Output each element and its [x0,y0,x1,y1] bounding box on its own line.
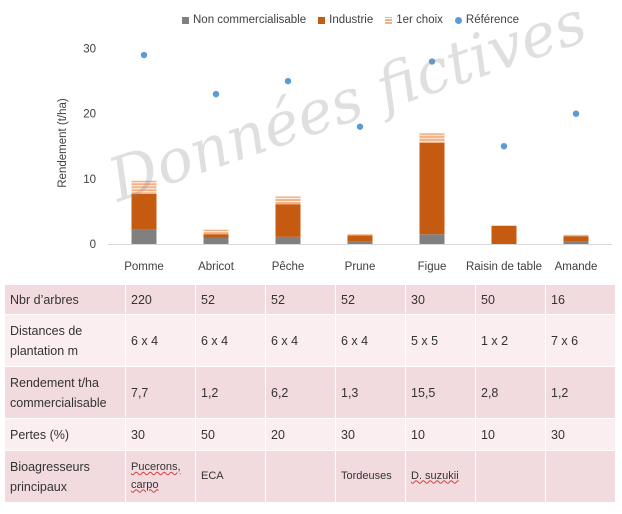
table-row: Pertes (%) 30 50 20 30 10 10 30 [4,418,616,451]
table-cell: 52 [195,284,266,315]
table-cell: 6 x 4 [125,314,196,367]
bar-segment [131,193,157,230]
table-cell: 6,2 [265,366,336,419]
legend-item-industrie: Industrie [318,14,373,26]
legend-item-non-commercialisable: Non commercialisable [182,14,306,26]
table-cell: 7,7 [125,366,196,419]
x-tick-label: Figue [418,261,447,273]
bar-segment [131,229,157,244]
yield-chart: Rendement (t/ha) 0 10 20 30 Pomme Abricot Pêche… [57,14,612,273]
legend-swatch-orange [318,16,326,24]
chart-legend: Non commercialisable Industrie 1er choix… [182,14,519,26]
legend-label: Non commercialisable [193,14,307,26]
x-tick-label: Pomme [124,261,164,273]
table-cell: 15,5 [405,366,476,419]
table-cell: 1 x 2 [475,314,546,367]
bar-segment [275,236,301,244]
row-label: Distances de plantation m [4,314,126,367]
legend-swatch-peach [385,16,393,24]
legend-label: Référence [465,14,519,26]
table-cell: 7 x 6 [545,314,616,367]
row-label: Pertes (%) [4,418,126,451]
bar-segment [275,204,301,237]
x-tick-label: Pêche [272,261,305,273]
table-cell: 20 [265,418,336,451]
bar-segment [203,234,229,238]
bar-segment [275,196,301,205]
x-tick-label: Prune [345,261,376,273]
table-cell: 16 [545,284,616,315]
table-cell [475,450,546,503]
table-cell: 10 [475,418,546,451]
x-tick-label: Abricot [198,261,235,273]
table-cell: 6 x 4 [335,314,406,367]
table-cell: ECA [195,450,266,503]
bar-segment [491,225,517,244]
bar-segment [347,234,373,236]
table-cell: Pucerons, carpo [125,450,196,503]
bar-segment [419,143,445,235]
reference-point [140,51,148,59]
table-cell: 30 [545,418,616,451]
table-cell: 1,3 [335,366,406,419]
y-tick-label: 10 [83,174,96,186]
x-tick-label: Amande [555,261,598,273]
table-cell [265,450,336,503]
orchard-table: Nbr d’arbres 220 52 52 52 30 50 16 Distances de … [4,284,616,503]
reference-point [500,143,508,150]
table-cell: 52 [265,284,336,315]
row-label: Bioagresseurs principaux [4,450,126,503]
table-cell: 50 [475,284,546,315]
bar-segment [563,241,589,244]
y-tick-label: 0 [90,239,96,251]
row-label: Rendement t/ha commercialisable [4,366,126,419]
table-row: Rendement t/ha commercialisable 7,7 1,2 6,2… [4,366,616,419]
table-cell: 50 [195,418,266,451]
legend-item-reference: Référence [454,14,519,26]
legend-label: Industrie [329,14,374,26]
table-cell: Tordeuses [335,450,406,503]
table-cell: 30 [405,284,476,315]
table-row: Bioagresseurs principaux Pucerons, carpo E… [4,450,616,503]
table-row: Nbr d’arbres 220 52 52 52 30 50 16 [4,284,616,315]
bar-segment [203,237,229,244]
reference-point [284,77,292,85]
bar-segment [563,234,589,237]
chart-svg: Rendement (t/ha) 0 10 20 30 Pomme Abricot Pêche… [57,44,612,273]
bar-segment [131,180,157,194]
table-cell: 6 x 4 [195,314,266,367]
x-tick-label: Raisin de table [466,261,542,273]
reference-point [212,90,220,98]
legend-swatch-blue-dot [454,16,462,24]
table-cell [545,450,616,503]
bar-segment [419,234,445,244]
legend-label: 1er choix [396,14,443,26]
table-cell: 1,2 [195,366,266,419]
bar-segment [347,235,373,242]
y-tick-label: 30 [83,44,96,56]
table-cell: 30 [335,418,406,451]
table-cell: D. suzukii [405,450,476,503]
table-cell: 30 [125,418,196,451]
table-cell: 52 [335,284,406,315]
bar-segment [563,236,589,242]
reference-point [356,123,364,130]
row-label: Nbr d’arbres [4,284,126,315]
table-cell: 220 [125,284,196,315]
y-tick-label: 20 [83,109,96,121]
reference-point [428,58,436,65]
table-cell: 10 [405,418,476,451]
table-cell: 5 x 5 [405,314,476,367]
reference-point [572,110,580,117]
table-cell: 2,8 [475,366,546,419]
y-axis-title: Rendement (t/ha) [57,98,69,188]
legend-item-1er-choix: 1er choix [385,14,443,26]
table-cell: 6 x 4 [265,314,336,367]
legend-swatch-grey [182,16,189,24]
table-cell: 1,2 [545,366,616,419]
bar-segment [347,241,373,244]
